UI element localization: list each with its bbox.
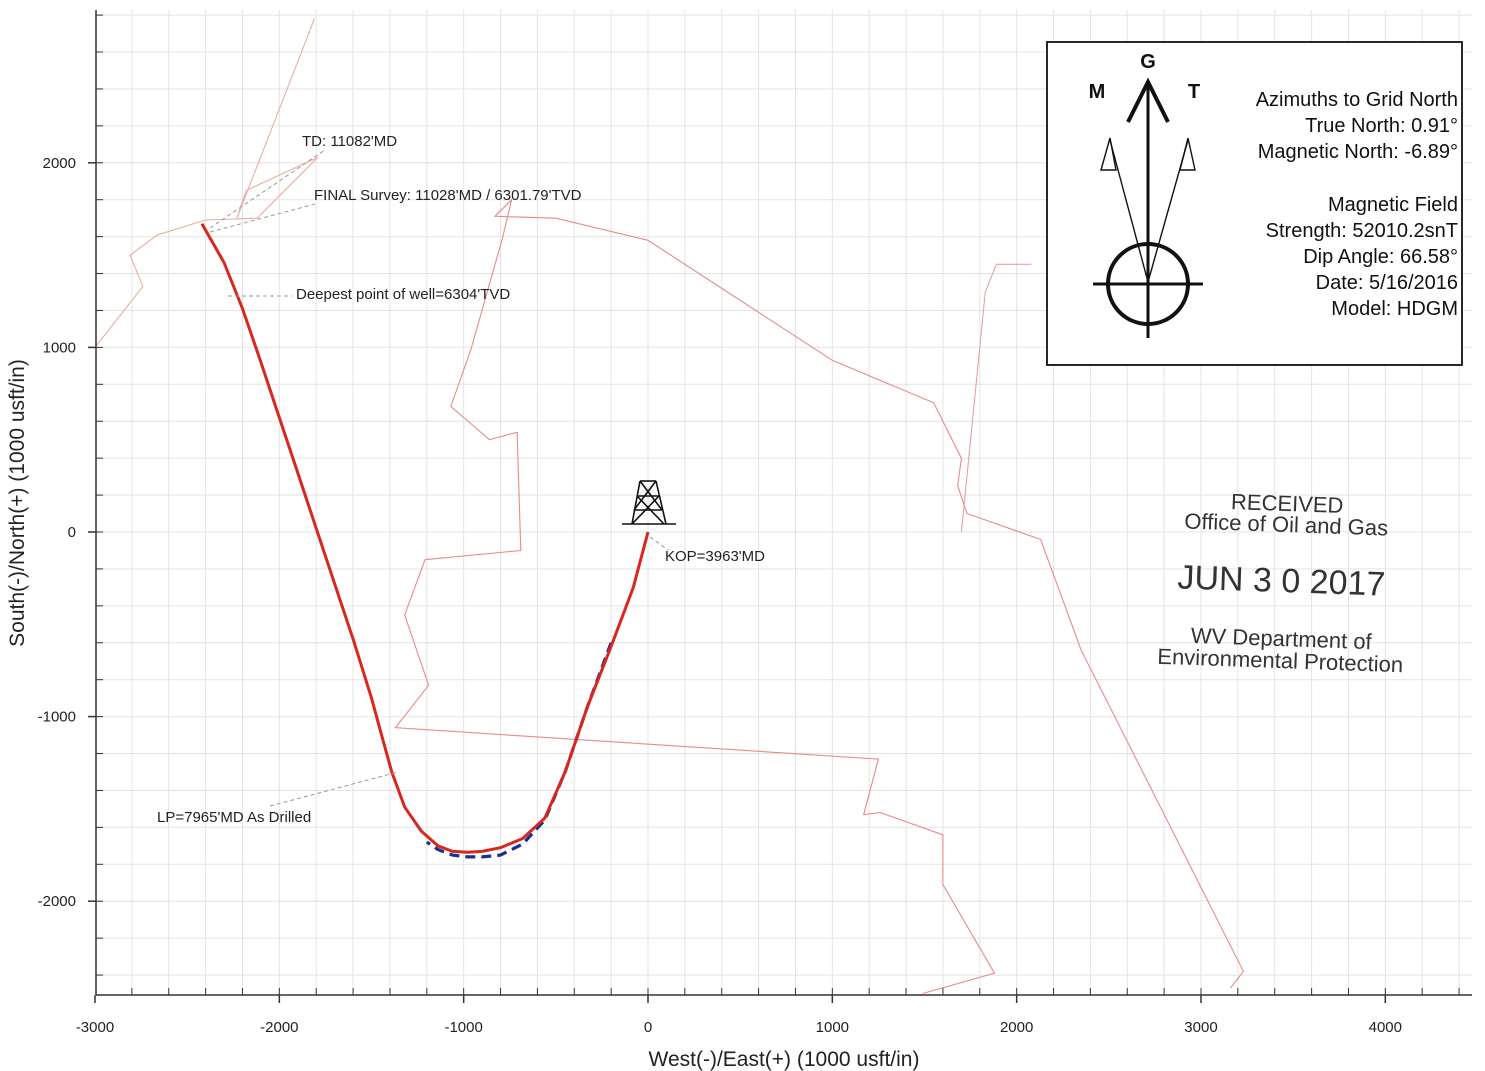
- annotation-td: TD: 11082'MD: [209, 133, 397, 229]
- compass-letter-grid: G: [1140, 51, 1156, 73]
- svg-text:KOP=3963'MD: KOP=3963'MD: [665, 548, 765, 565]
- rig-icon: [622, 480, 676, 525]
- series-line-2: [394, 197, 1245, 995]
- svg-text:FINAL Survey: 11028'MD / 6301.: FINAL Survey: 11028'MD / 6301.79'TVD: [314, 187, 582, 204]
- series-group: [94, 18, 1245, 995]
- stamp-date: JUN 3 0 2017: [1177, 558, 1386, 603]
- x-tick-label: -2000: [260, 1019, 298, 1036]
- svg-text:TD: 11082'MD: TD: 11082'MD: [302, 133, 397, 150]
- y-tick-label: 1000: [43, 339, 76, 356]
- y-axis-title: South(-)/North(+) (1000 usft/in): [6, 359, 29, 647]
- y-tick-label: 0: [68, 524, 76, 541]
- x-tick-label: 4000: [1369, 1019, 1402, 1036]
- legend-line-8: Model: HDGM: [1331, 298, 1458, 320]
- y-tick-label: -2000: [38, 893, 76, 910]
- annotation-lp: LP=7965'MD As Drilled: [157, 771, 399, 826]
- x-tick-label: 1000: [816, 1019, 849, 1036]
- annotation-deepest-point: Deepest point of well=6304'TVD: [228, 286, 510, 303]
- svg-text:Deepest point of well=6304'TVD: Deepest point of well=6304'TVD: [296, 286, 510, 303]
- legend-line-4: Magnetic Field: [1328, 194, 1458, 216]
- x-tick-label: 0: [644, 1019, 652, 1036]
- series-line-0: [200, 222, 650, 854]
- annotation-kop: KOP=3963'MD: [649, 536, 765, 565]
- svg-text:LP=7965'MD As Drilled: LP=7965'MD As Drilled: [157, 809, 311, 826]
- x-tick-label: -3000: [76, 1019, 114, 1036]
- y-tick-label: 2000: [43, 155, 76, 172]
- legend-line-6: Dip Angle: 66.58°: [1303, 246, 1458, 268]
- compass-letter-true: T: [1188, 81, 1200, 103]
- compass-legend: G M T Azimuths to Grid North True North:…: [1046, 41, 1463, 366]
- stamp-received: RECEIVED: [1231, 489, 1344, 518]
- grid-lines: [96, 10, 1472, 995]
- legend-line-2: True North: 0.91°: [1305, 115, 1458, 137]
- axis-ticks: -3000 -2000 -1000 0 1000 2000 3000 4000 -2000 -10…: [38, 14, 1460, 1036]
- series-line-4: [960, 263, 1032, 533]
- legend-line-7: Date: 5/16/2016: [1316, 272, 1458, 294]
- y-tick-label: -1000: [38, 709, 76, 726]
- legend-line-1: Azimuths to Grid North: [1256, 89, 1458, 111]
- x-axis-title: West(-)/East(+) (1000 usft/in): [649, 1048, 920, 1071]
- annotation-final-survey: FINAL Survey: 11028'MD / 6301.79'TVD: [209, 187, 582, 233]
- north-arrow-icon: [1093, 77, 1203, 338]
- legend-line-3: Magnetic North: -6.89°: [1258, 141, 1458, 163]
- compass-letter-magnetic: M: [1089, 81, 1106, 103]
- received-stamp: RECEIVED Office of Oil and Gas JUN 3 0 2…: [1157, 489, 1404, 677]
- legend-line-5: Strength: 52010.2snT: [1266, 220, 1458, 242]
- x-tick-label: 3000: [1184, 1019, 1217, 1036]
- x-tick-label: 2000: [1000, 1019, 1033, 1036]
- x-tick-label: -1000: [444, 1019, 482, 1036]
- series-line-3: [94, 18, 319, 348]
